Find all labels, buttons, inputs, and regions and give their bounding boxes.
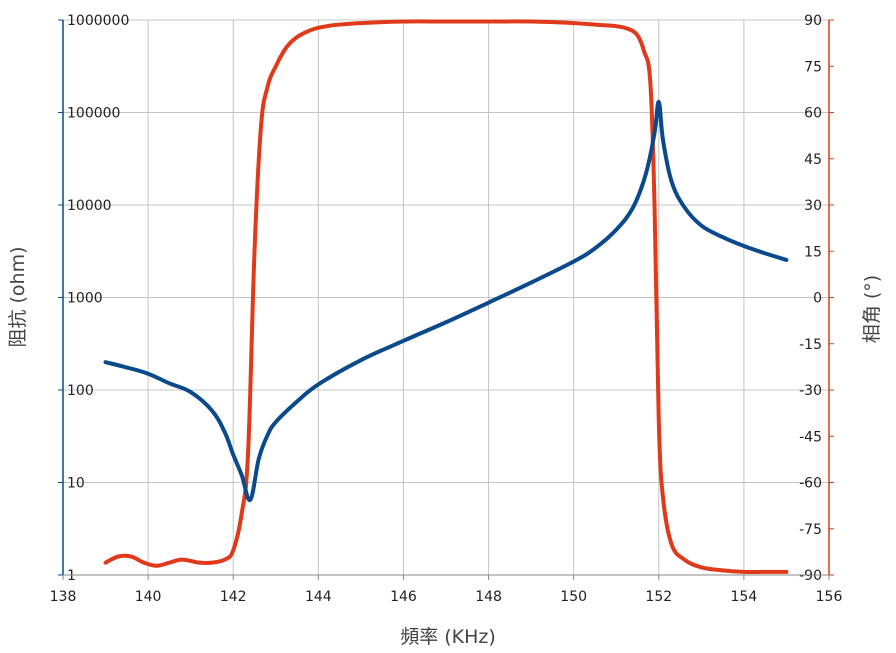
right-y-tick-label: 30 bbox=[804, 198, 822, 214]
right-y-tick-label: 60 bbox=[804, 106, 822, 122]
right-y-tick-label: 90 bbox=[804, 13, 822, 29]
right-y-tick-label: -30 bbox=[799, 383, 822, 399]
left-y-tick-label: 10000 bbox=[67, 198, 112, 214]
x-tick-label: 152 bbox=[645, 589, 672, 605]
right-y-tick-label: -15 bbox=[799, 337, 822, 353]
right-y-tick-label: -60 bbox=[799, 476, 822, 492]
right-y-tick-label: 75 bbox=[804, 59, 822, 75]
right-y-tick-label: 45 bbox=[804, 152, 822, 168]
left-y-axis-title: 阻抗 (ohm) bbox=[7, 246, 29, 347]
x-tick-label: 138 bbox=[50, 589, 77, 605]
impedance-series-line bbox=[103, 99, 789, 502]
x-tick-label: 142 bbox=[220, 589, 247, 605]
x-tick-label: 156 bbox=[816, 589, 843, 605]
right-y-tick-label: 0 bbox=[813, 291, 822, 307]
x-tick-label: 148 bbox=[475, 589, 502, 605]
x-tick-label: 150 bbox=[560, 589, 587, 605]
right-y-axis-title: 相角 (°) bbox=[861, 275, 883, 343]
grid-lines bbox=[62, 19, 830, 576]
x-tick-label: 146 bbox=[390, 589, 417, 605]
series-lines bbox=[103, 19, 789, 575]
right-y-tick-label: -75 bbox=[799, 522, 822, 538]
left-y-tick-label: 1000000 bbox=[67, 13, 129, 29]
right-y-tick-label: 15 bbox=[804, 244, 822, 260]
left-y-axis: 1 10 100 1000 10000 100000 1000000 bbox=[58, 13, 129, 584]
left-y-tick-label: 10 bbox=[67, 476, 85, 492]
phase-series-line bbox=[103, 19, 789, 575]
right-y-tick-label: -45 bbox=[799, 429, 822, 445]
x-tick-label: 140 bbox=[135, 589, 162, 605]
left-y-tick-label: 100 bbox=[67, 383, 94, 399]
x-axis: 138 140 142 144 146 148 150 152 154 156 bbox=[50, 574, 843, 605]
left-y-tick-label: 1 bbox=[67, 568, 76, 584]
x-tick-label: 154 bbox=[731, 589, 758, 605]
left-y-tick-label: 1000 bbox=[67, 291, 103, 307]
right-y-tick-label: -90 bbox=[799, 568, 822, 584]
x-tick-label: 144 bbox=[305, 589, 332, 605]
left-y-tick-label: 100000 bbox=[67, 106, 120, 122]
right-y-axis: -90 -75 -60 -45 -30 -15 0 15 30 45 60 75 90 bbox=[799, 13, 834, 584]
x-axis-title: 頻率 (KHz) bbox=[400, 626, 496, 648]
